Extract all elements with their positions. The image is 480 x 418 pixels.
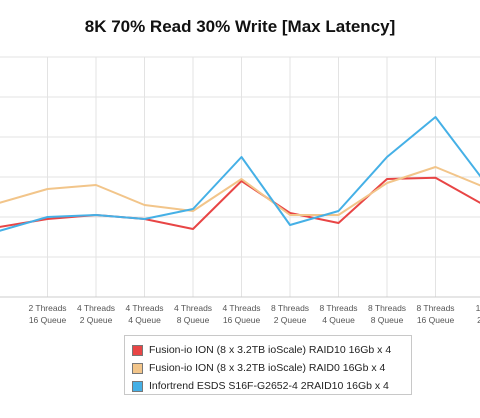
- x-tick-label: 8 Threads 4 Queue: [319, 303, 357, 325]
- x-tick-label: 4 Threads 8 Queue: [174, 303, 212, 325]
- x-tick-label: 16 T2 Q: [476, 303, 480, 325]
- legend-label: Fusion-io ION (8 x 3.2TB ioScale) RAID10…: [149, 344, 392, 356]
- series-line-1: [0, 166, 480, 216]
- chart-series: [0, 116, 480, 232]
- chart-title: 8K 70% Read 30% Write [Max Latency]: [84, 17, 396, 36]
- x-tick-label: 4 Threads 4 Queue: [125, 303, 163, 325]
- x-tick-label: 4 Threads 16 Queue: [222, 303, 260, 325]
- legend-item: Fusion-io ION (8 x 3.2TB ioScale) RAID10…: [132, 341, 411, 359]
- legend-item: Infortrend ESDS S16F-G2652-4 2RAID10 16G…: [132, 377, 411, 395]
- legend-swatch: [132, 344, 143, 356]
- x-tick-label: 2 Threads 16 Queue: [28, 303, 66, 325]
- series-line-0: [0, 176, 480, 230]
- x-tick-label: 8 Threads 2 Queue: [271, 303, 309, 325]
- chart-legend: Fusion-io ION (8 x 3.2TB ioScale) RAID10…: [124, 335, 412, 395]
- legend-swatch: [132, 362, 143, 374]
- x-tick-label: 4 Threads 2 Queue: [77, 303, 115, 325]
- x-tick-label: 8 Threads 16 Queue: [416, 303, 454, 325]
- x-tick-label: 8 Threads 8 Queue: [368, 303, 406, 325]
- legend-swatch: [132, 380, 143, 392]
- chart-grid: [0, 56, 480, 298]
- legend-item: Fusion-io ION (8 x 3.2TB ioScale) RAID0 …: [132, 359, 411, 377]
- series-line-2: [0, 116, 480, 232]
- legend-label: Infortrend ESDS S16F-G2652-4 2RAID10 16G…: [149, 380, 389, 392]
- legend-label: Fusion-io ION (8 x 3.2TB ioScale) RAID0 …: [149, 362, 386, 374]
- x-tick-labels: 2 Threads 16 Queue 4 Threads 2 Queue 4 Threa…: [28, 303, 480, 325]
